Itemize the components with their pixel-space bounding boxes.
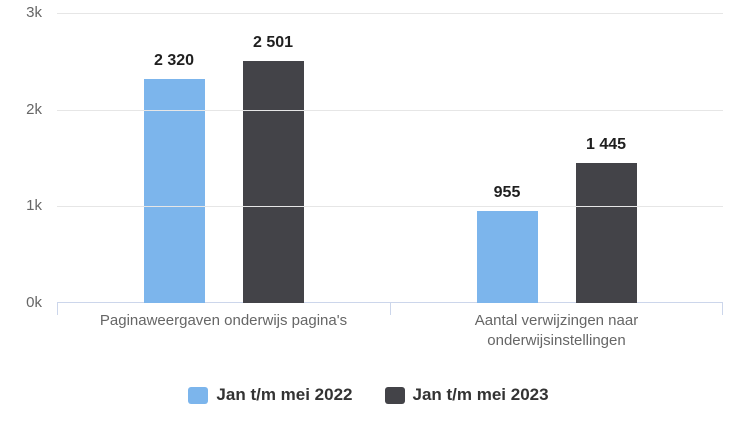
bar-value-label: 2 320 bbox=[153, 51, 195, 69]
y-axis-tick-label: 3k bbox=[26, 4, 42, 21]
bar-s0-c1[interactable] bbox=[476, 210, 538, 303]
category-group-1: 2 320 2 501 bbox=[57, 13, 390, 303]
gridline bbox=[57, 206, 723, 208]
category-label-text: Paginaweergaven onderwijs pagina's bbox=[99, 312, 348, 329]
legend: Jan t/m mei 2022 Jan t/m mei 2023 bbox=[0, 385, 737, 405]
bar-s0-c0[interactable] bbox=[143, 78, 205, 303]
x-axis-tick bbox=[722, 303, 723, 315]
gridline bbox=[57, 109, 723, 111]
gridline bbox=[57, 13, 723, 14]
y-axis-tick-label: 0k bbox=[26, 294, 42, 311]
x-axis-labels: Paginaweergaven onderwijs pagina's Aanta… bbox=[57, 311, 723, 350]
category-group-2: 955 1 445 bbox=[390, 13, 723, 303]
legend-item-2022[interactable]: Jan t/m mei 2022 bbox=[188, 385, 353, 405]
y-axis-tick-label: 2k bbox=[26, 100, 42, 118]
bar-s1-c0[interactable] bbox=[242, 61, 304, 303]
x-axis-tick bbox=[390, 303, 391, 315]
y-axis-labels: 3k 2k 1k 0k bbox=[0, 4, 42, 311]
category-label-referrals: Aantal verwijzingen naar onderwijsinstel… bbox=[390, 311, 723, 350]
legend-label-2022: Jan t/m mei 2022 bbox=[216, 385, 353, 404]
legend-item-2023[interactable]: Jan t/m mei 2023 bbox=[384, 385, 549, 405]
legend-swatch-2022 bbox=[188, 386, 209, 404]
x-axis-line bbox=[57, 302, 723, 303]
plot-area: 2 320 2 501 955 1 445 bbox=[57, 13, 723, 315]
bar-value-label: 1 445 bbox=[585, 136, 627, 154]
category-label-pageviews: Paginaweergaven onderwijs pagina's bbox=[57, 311, 390, 350]
category-label-text: Aantal verwijzingen naar onderwijsinstel… bbox=[474, 312, 639, 349]
x-axis-tick bbox=[57, 303, 58, 315]
y-axis-tick-label: 1k bbox=[26, 197, 42, 215]
bar-value-label: 2 501 bbox=[252, 34, 294, 52]
legend-label-2023: Jan t/m mei 2023 bbox=[412, 385, 549, 404]
bar-value-label: 955 bbox=[493, 183, 521, 201]
bar-s1-c1[interactable] bbox=[575, 163, 637, 303]
legend-swatch-2023 bbox=[384, 386, 405, 404]
